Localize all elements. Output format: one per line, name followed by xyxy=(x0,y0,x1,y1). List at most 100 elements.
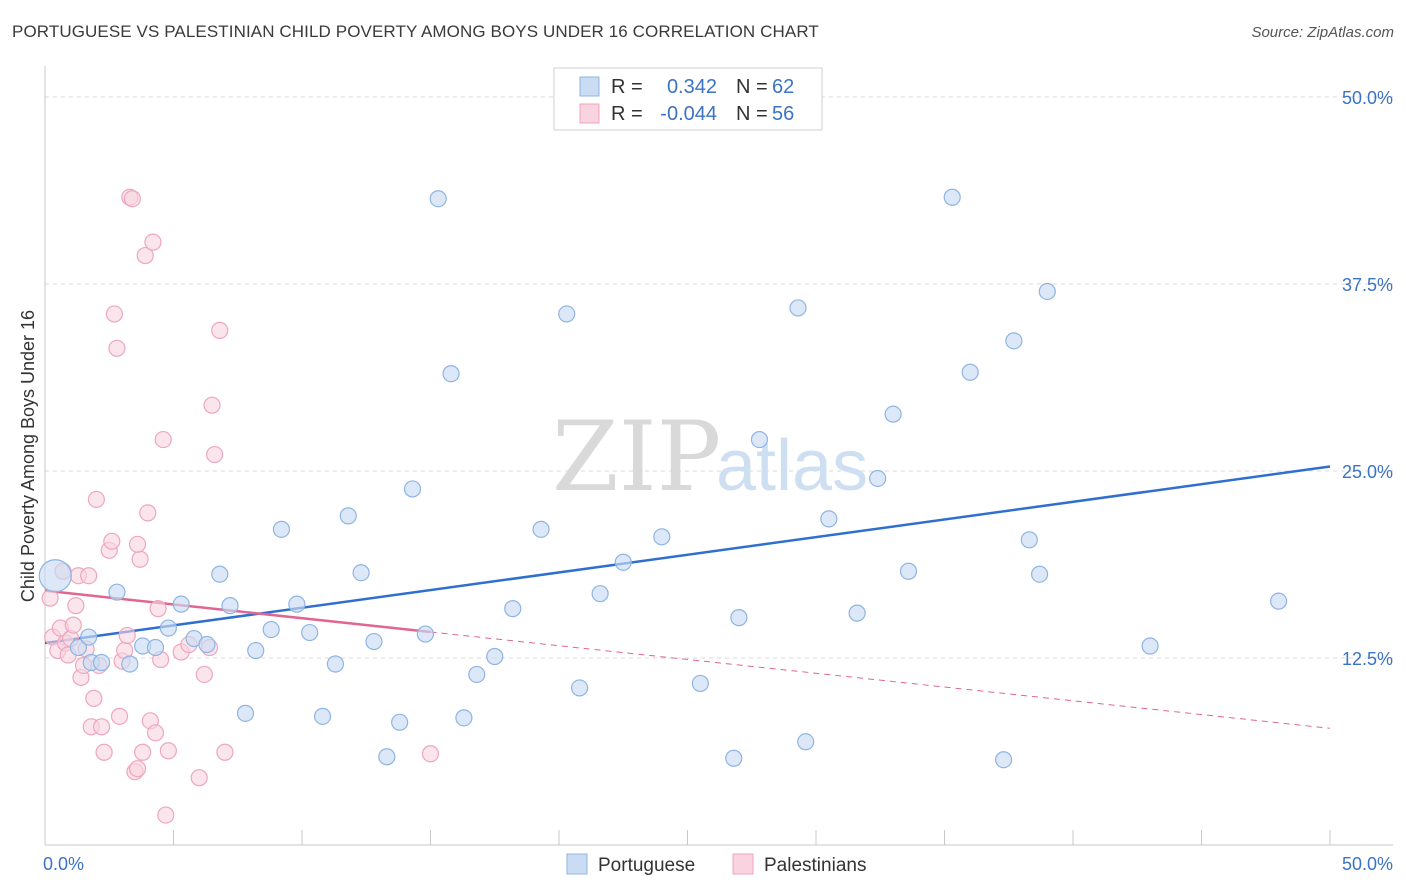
legend-r-label: R = xyxy=(611,76,643,98)
legend-swatch-palestinians xyxy=(732,853,754,875)
palestinians-point xyxy=(105,305,123,323)
palestinians-point xyxy=(206,445,224,464)
y-tick-label: 37.5% xyxy=(1342,275,1393,295)
portuguese-point xyxy=(961,363,979,381)
legend-n-label: N = xyxy=(736,103,768,125)
portuguese-point xyxy=(159,619,177,637)
palestinians-point xyxy=(136,246,154,265)
portuguese-point xyxy=(1005,332,1023,350)
palestinians-point xyxy=(67,597,85,615)
palestinians-point xyxy=(421,745,440,763)
portuguese-point xyxy=(326,655,345,673)
portuguese-point xyxy=(313,707,332,725)
palestinians-trend-line-extension xyxy=(430,631,1331,729)
portuguese-point xyxy=(468,665,486,684)
portuguese-point xyxy=(391,713,409,731)
palestinians-point xyxy=(123,190,141,208)
palestinians-point xyxy=(157,806,175,824)
legend-n-label: N = xyxy=(736,76,768,98)
palestinians-point xyxy=(149,600,167,618)
palestinians-point xyxy=(128,535,147,553)
portuguese-point xyxy=(820,510,838,528)
palestinians-point xyxy=(139,504,157,522)
portuguese-point xyxy=(995,751,1013,769)
palestinians-point xyxy=(134,743,152,761)
axes xyxy=(44,66,1393,846)
palestinians-point xyxy=(92,718,111,736)
y-tick-label: 50.0% xyxy=(1342,88,1393,108)
palestinians-points xyxy=(41,188,440,824)
portuguese-point xyxy=(943,188,961,206)
portuguese-point xyxy=(378,748,396,766)
palestinians-point xyxy=(41,589,59,607)
portuguese-point xyxy=(532,520,550,538)
portuguese-point xyxy=(92,653,111,672)
portuguese-point xyxy=(442,365,460,383)
source-label: Source: ZipAtlas.com xyxy=(1251,24,1394,41)
portuguese-point xyxy=(365,632,383,651)
portuguese-point xyxy=(570,679,589,697)
series-legend: Portuguese Palestinians xyxy=(566,853,866,876)
palestinians-point xyxy=(144,233,162,251)
palestinians-point xyxy=(154,430,172,449)
portuguese-point xyxy=(899,562,918,580)
portuguese-point xyxy=(504,600,522,618)
chart-title: PORTUGUESE VS PALESTINIAN CHILD POVERTY … xyxy=(12,22,819,41)
legend-label-palestinians: Palestinians xyxy=(764,855,866,876)
portuguese-point xyxy=(848,604,866,622)
palestinians-trend-line xyxy=(44,589,431,634)
palestinians-point xyxy=(85,689,103,707)
portuguese-point xyxy=(1269,592,1288,610)
portuguese-point xyxy=(486,647,504,666)
portuguese-points xyxy=(38,188,1288,769)
portuguese-point xyxy=(653,528,671,546)
palestinians-point xyxy=(195,665,213,684)
y-tick-labels: 12.5% 25.0% 37.5% 50.0% xyxy=(1342,88,1393,669)
portuguese-point xyxy=(272,520,291,538)
gridlines xyxy=(45,96,1393,659)
palestinians-point xyxy=(64,616,82,634)
y-axis-title: Child Poverty Among Boys Under 16 xyxy=(18,310,38,602)
portuguese-point xyxy=(121,655,139,673)
portuguese-point xyxy=(69,638,88,657)
portuguese-point xyxy=(455,709,473,727)
palestinians-point xyxy=(159,742,177,760)
portuguese-point xyxy=(797,733,815,751)
legend-swatch-portuguese xyxy=(566,853,588,875)
portuguese-point xyxy=(1020,531,1038,549)
portuguese-point xyxy=(591,585,609,603)
legend-swatch-palestinians xyxy=(579,103,600,124)
palestinians-point xyxy=(211,321,229,339)
portuguese-point xyxy=(691,674,709,693)
x-tick-label: 50.0% xyxy=(1342,854,1393,874)
portuguese-point xyxy=(262,620,280,639)
watermark-atlas: atlas xyxy=(716,426,868,506)
portuguese-point xyxy=(789,299,807,317)
portuguese-point xyxy=(403,480,422,498)
portuguese-point xyxy=(429,190,447,208)
palestinians-point xyxy=(190,769,208,787)
portuguese-point xyxy=(236,704,255,722)
portuguese-point xyxy=(288,595,306,613)
y-tick-label: 25.0% xyxy=(1342,462,1393,482)
portuguese-point xyxy=(339,507,357,525)
palestinians-point xyxy=(103,532,121,550)
palestinians-point xyxy=(95,743,113,761)
palestinians-point xyxy=(128,760,147,778)
legend-r-value: -0.044 xyxy=(660,103,717,125)
portuguese-point xyxy=(725,749,743,767)
portuguese-point xyxy=(750,430,769,449)
portuguese-point xyxy=(884,405,902,423)
portuguese-point xyxy=(38,559,72,593)
portuguese-point xyxy=(108,583,126,601)
palestinians-point xyxy=(108,339,126,357)
legend-n-value: 62 xyxy=(772,76,794,98)
portuguese-point xyxy=(198,635,216,654)
x-tick-labels: 0.0% 50.0% xyxy=(43,854,1393,874)
portuguese-point xyxy=(247,641,265,660)
portuguese-point xyxy=(352,564,370,582)
portuguese-point xyxy=(301,623,319,642)
legend-label-portuguese: Portuguese xyxy=(598,855,695,876)
watermark-zip: ZIP xyxy=(552,401,721,513)
